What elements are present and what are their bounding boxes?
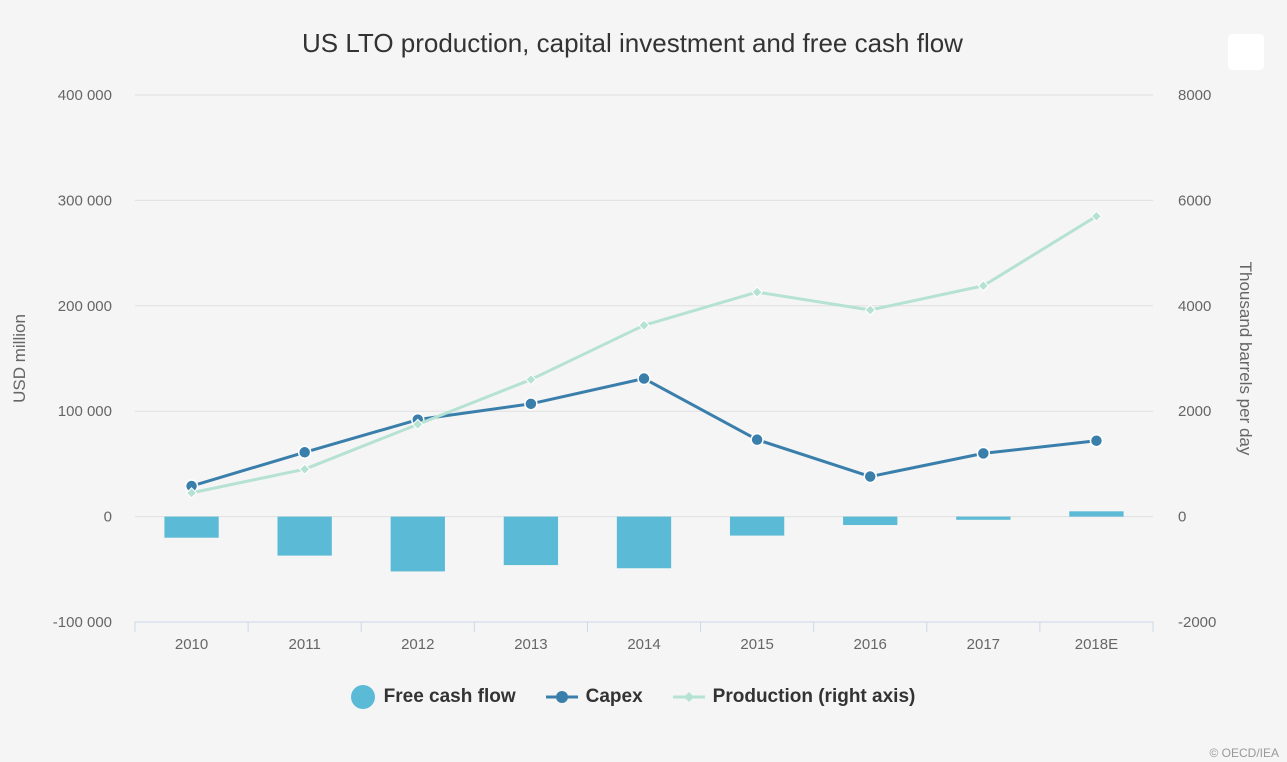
y-left-tick-label: 0 bbox=[104, 509, 112, 526]
legend-label: Capex bbox=[585, 686, 643, 707]
legend-label: Free cash flow bbox=[383, 686, 516, 707]
bar-free-cash-flow bbox=[729, 516, 785, 536]
legend-label: Production (right axis) bbox=[712, 686, 916, 707]
bar-free-cash-flow bbox=[843, 516, 898, 526]
x-tick-label: 2013 bbox=[514, 636, 547, 653]
point-production bbox=[638, 319, 650, 332]
point-capex bbox=[297, 445, 312, 460]
point-production bbox=[412, 418, 424, 431]
point-production bbox=[298, 463, 311, 475]
legend-symbol-line bbox=[545, 691, 578, 703]
line-series bbox=[184, 210, 1104, 499]
point-capex bbox=[524, 397, 538, 411]
x-tick-label: 2011 bbox=[289, 636, 321, 653]
bar-free-cash-flow bbox=[956, 516, 1011, 520]
y-right-tick-label: 8000 bbox=[1178, 87, 1211, 104]
axis-labels: -100 000 0 100 000 200 000 300 000 400 000 -20… bbox=[10, 87, 1255, 653]
axes bbox=[134, 621, 1154, 632]
point-capex bbox=[1089, 433, 1104, 448]
grid-lines bbox=[135, 94, 1153, 518]
chart-title: US LTO production, capital investment an… bbox=[302, 28, 963, 58]
y-left-tick-label: -100 000 bbox=[53, 614, 112, 631]
x-tick-label: 2016 bbox=[854, 636, 887, 653]
point-production bbox=[525, 373, 537, 386]
y-right-axis-title: Thousand barrels per day bbox=[1236, 262, 1255, 456]
y-left-tick-label: 200 000 bbox=[58, 298, 112, 315]
bar-free-cash-flow bbox=[277, 516, 332, 556]
bar-free-cash-flow bbox=[616, 516, 672, 569]
legend-symbol-bar bbox=[350, 685, 375, 709]
point-production bbox=[864, 304, 876, 316]
chart-menu-button[interactable] bbox=[1228, 34, 1264, 70]
x-tick-label: 2010 bbox=[175, 636, 208, 653]
line-capex bbox=[191, 377, 1097, 488]
bar-free-cash-flow bbox=[164, 516, 219, 538]
y-right-tick-label: 4000 bbox=[1178, 298, 1211, 315]
bar-free-cash-flow bbox=[503, 516, 559, 566]
legend: Free cash flow Capex Production (right axi… bbox=[0, 684, 1265, 710]
x-tick-label: 2014 bbox=[627, 636, 660, 653]
x-tick-label: 2012 bbox=[401, 636, 434, 653]
y-right-tick-label: -2000 bbox=[1178, 614, 1216, 631]
legend-item[interactable]: Free cash flow bbox=[350, 684, 516, 710]
x-tick-label: 2015 bbox=[740, 636, 773, 653]
legend-item[interactable]: Production (right axis) bbox=[672, 686, 916, 708]
y-left-tick-label: 400 000 bbox=[58, 87, 112, 104]
y-left-axis-title: USD million bbox=[10, 314, 29, 403]
line-production bbox=[191, 214, 1098, 495]
point-capex bbox=[750, 432, 764, 447]
point-capex bbox=[637, 371, 651, 386]
point-production bbox=[977, 280, 990, 292]
y-left-tick-label: 300 000 bbox=[58, 192, 112, 209]
bar-free-cash-flow bbox=[1069, 511, 1124, 517]
x-tick-label: 2018E bbox=[1075, 636, 1118, 653]
x-tick-label: 2017 bbox=[967, 636, 1000, 653]
point-capex bbox=[976, 446, 991, 461]
y-right-tick-label: 6000 bbox=[1178, 192, 1211, 209]
bar-free-cash-flow bbox=[390, 516, 445, 572]
y-left-tick-label: 100 000 bbox=[58, 403, 112, 420]
bar-series bbox=[164, 511, 1124, 572]
y-right-tick-label: 0 bbox=[1178, 509, 1186, 526]
point-capex bbox=[863, 469, 877, 484]
y-right-tick-label: 2000 bbox=[1178, 403, 1211, 420]
point-production bbox=[751, 286, 763, 298]
credit-text: © OECD/IEA bbox=[1209, 746, 1279, 760]
legend-item[interactable]: Capex bbox=[545, 686, 643, 708]
point-production bbox=[1090, 210, 1103, 222]
legend-symbol-line bbox=[672, 692, 705, 702]
point-production bbox=[185, 487, 198, 499]
